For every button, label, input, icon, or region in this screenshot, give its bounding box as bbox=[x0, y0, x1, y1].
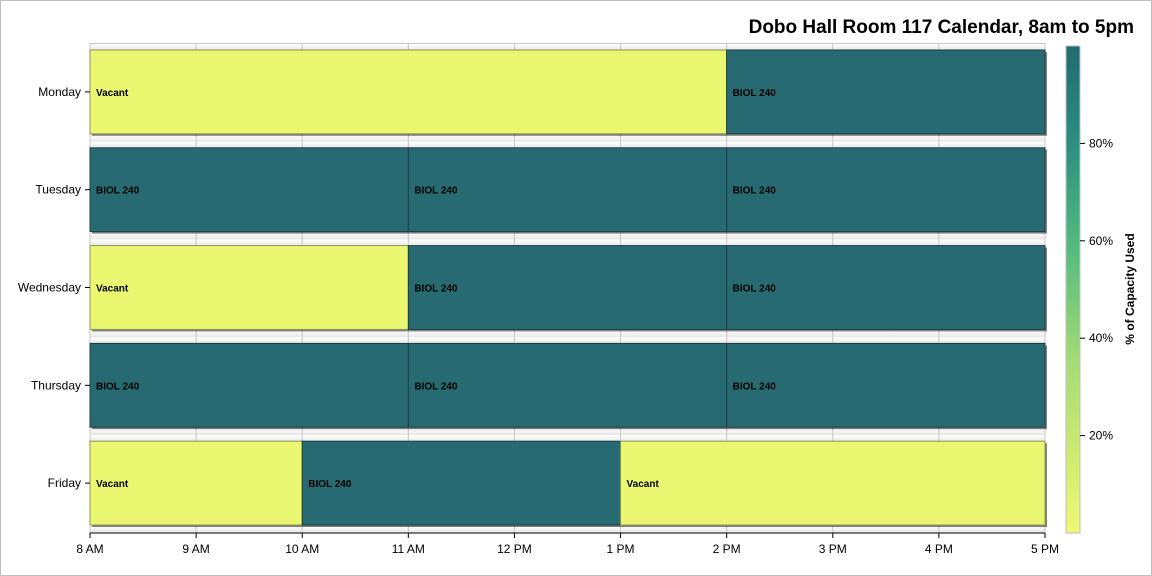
colorbar-tick-label: 60% bbox=[1089, 234, 1113, 248]
booking-label: Vacant bbox=[96, 479, 129, 490]
row-band-bottom bbox=[90, 525, 1045, 533]
y-tick-label: Friday bbox=[48, 476, 81, 490]
booking-bar bbox=[89, 49, 728, 135]
x-axis: 8 AM 9 AM 10 AM 11 AM 12 PM 1 PM 2 PM 3 PM 4 PM 5… bbox=[76, 532, 1059, 556]
row-band-top bbox=[90, 239, 1045, 246]
colorbar-tick-label: 80% bbox=[1089, 136, 1113, 150]
booking-bar bbox=[726, 342, 1046, 428]
x-tick-label: 12 PM bbox=[497, 542, 532, 556]
booking-label: BIOL 240 bbox=[733, 88, 777, 99]
row-band-top bbox=[90, 435, 1045, 442]
row-band-bottom bbox=[90, 427, 1045, 436]
row-band-top bbox=[90, 44, 1045, 50]
y-tick-label: Monday bbox=[38, 85, 81, 99]
booking-bar bbox=[726, 49, 1046, 135]
y-tick-label: Tuesday bbox=[35, 183, 81, 197]
row-band-top bbox=[90, 337, 1045, 344]
booking-label: BIOL 240 bbox=[733, 381, 777, 392]
booking-label: BIOL 240 bbox=[308, 479, 352, 490]
row-band-top bbox=[90, 141, 1045, 148]
colorbar: % of Capacity Used 20% 40% 60% 80% bbox=[1065, 45, 1137, 534]
row-band-bottom bbox=[90, 133, 1045, 142]
booking-label: Vacant bbox=[96, 88, 129, 99]
x-tick-label: 10 AM bbox=[285, 542, 319, 556]
booking-bar bbox=[89, 245, 409, 330]
x-tick-label: 5 PM bbox=[1031, 542, 1059, 556]
booking-label: BIOL 240 bbox=[733, 284, 777, 295]
booking-bar bbox=[726, 147, 1046, 233]
booking-label: Vacant bbox=[96, 284, 129, 295]
colorbar-ramp bbox=[1065, 45, 1081, 534]
chart-title: Dobo Hall Room 117 Calendar, 8am to 5pm bbox=[749, 17, 1134, 38]
booking-bar bbox=[407, 245, 728, 330]
row-band-bottom bbox=[90, 231, 1045, 240]
booking-label: BIOL 240 bbox=[414, 381, 458, 392]
booking-label: BIOL 240 bbox=[733, 186, 777, 197]
y-tick-label: Thursday bbox=[31, 378, 81, 392]
x-tick-label: 1 PM bbox=[607, 542, 635, 556]
y-tick-label: Wednesday bbox=[18, 281, 81, 295]
y-axis: Monday Tuesday Wednesday Thursday Friday bbox=[18, 85, 90, 490]
booking-label: BIOL 240 bbox=[414, 284, 458, 295]
x-tick-label: 3 PM bbox=[819, 542, 847, 556]
booking-bar bbox=[620, 440, 1046, 526]
booking-bars: Vacant BIOL 240 BIOL 240 BIOL 240 BIOL 240 Va… bbox=[89, 49, 1047, 527]
booking-bar bbox=[301, 440, 622, 526]
colorbar-tick-label: 40% bbox=[1089, 331, 1113, 345]
booking-bar bbox=[407, 342, 728, 428]
booking-label: BIOL 240 bbox=[96, 186, 140, 197]
x-tick-label: 9 AM bbox=[182, 542, 209, 556]
x-tick-label: 11 AM bbox=[392, 542, 425, 556]
booking-label: BIOL 240 bbox=[414, 186, 458, 197]
row-band-bottom bbox=[90, 329, 1045, 338]
colorbar-label: % of Capacity Used bbox=[1123, 233, 1137, 344]
booking-bar bbox=[726, 245, 1046, 330]
booking-bar bbox=[407, 147, 728, 233]
booking-bar bbox=[89, 342, 409, 428]
booking-label: BIOL 240 bbox=[96, 381, 140, 392]
x-tick-label: 8 AM bbox=[76, 542, 103, 556]
x-tick-label: 2 PM bbox=[713, 542, 741, 556]
booking-label: Vacant bbox=[627, 479, 660, 490]
x-tick-label: 4 PM bbox=[925, 542, 953, 556]
colorbar-tick-label: 20% bbox=[1089, 429, 1113, 443]
